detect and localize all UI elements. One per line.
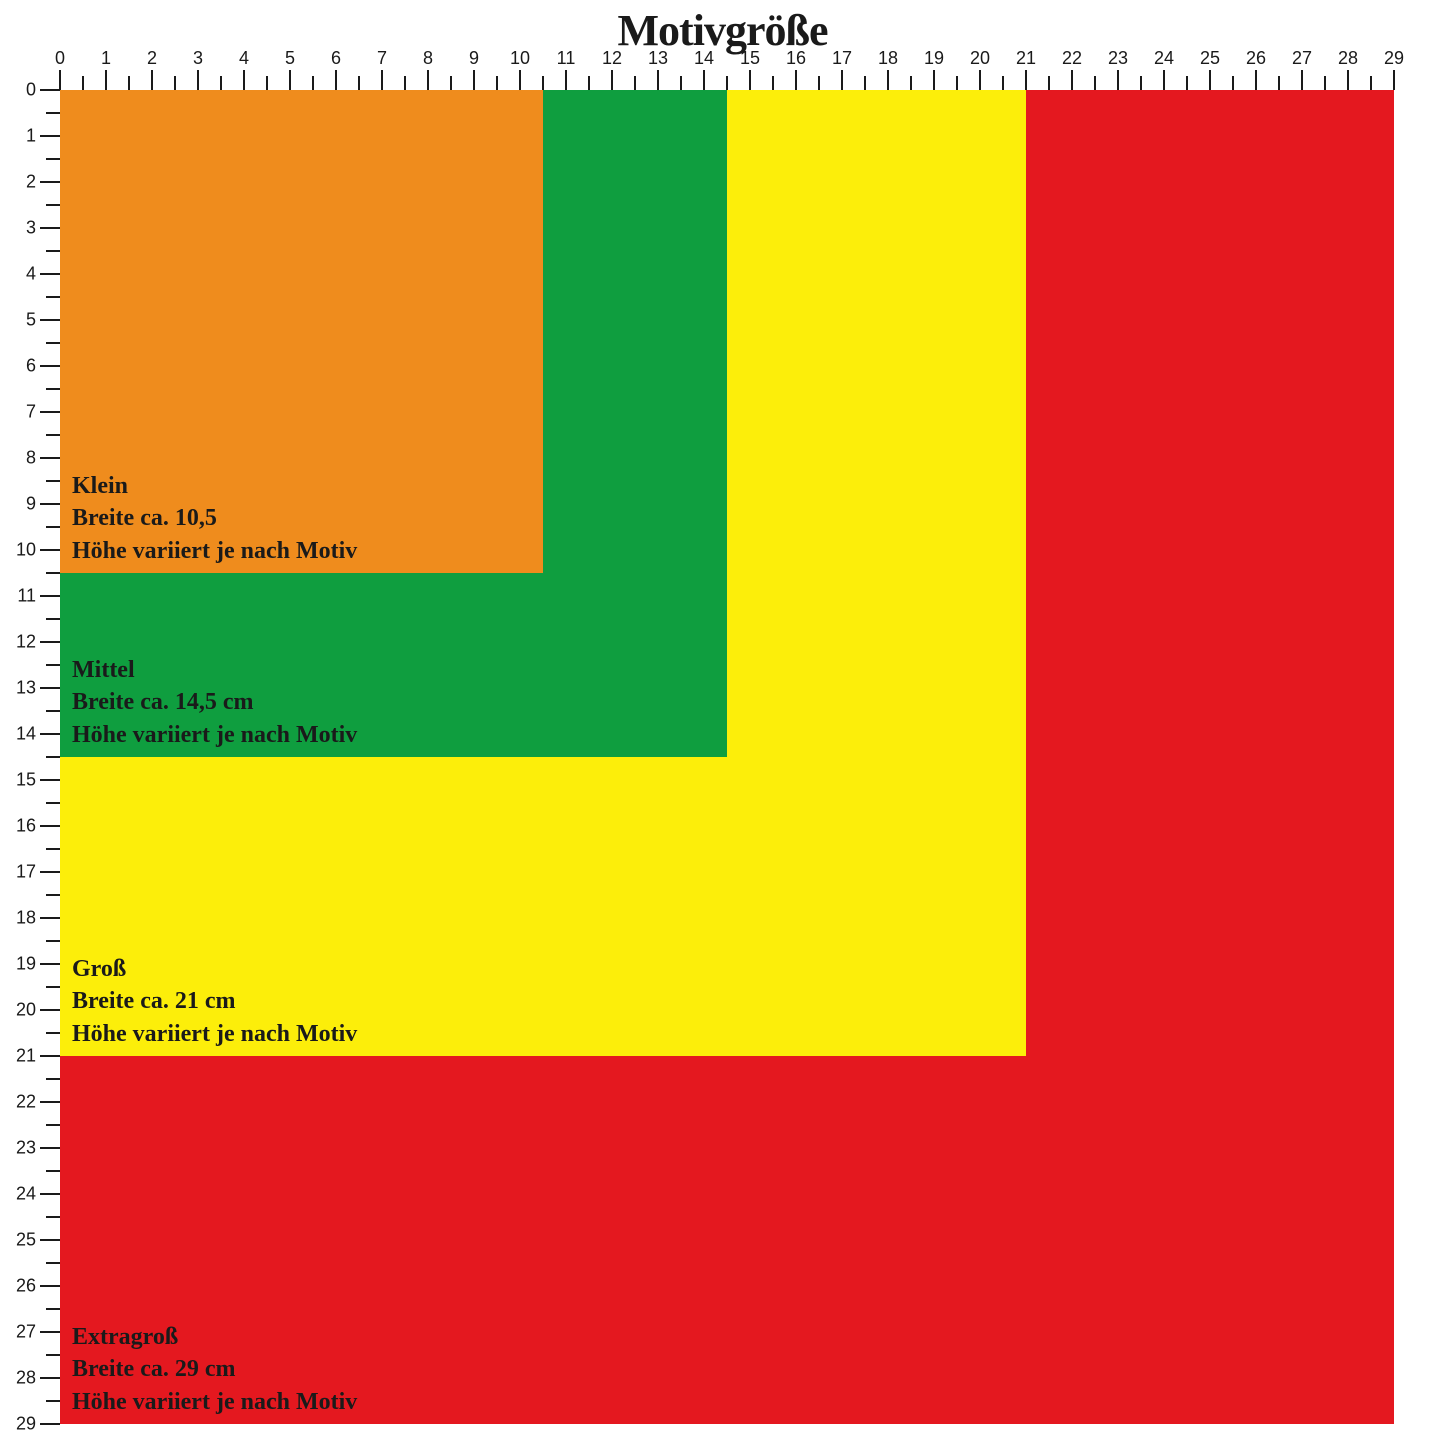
- page-title: Motivgröße: [0, 5, 1445, 56]
- size-label-gross: GroßBreite ca. 21 cmHöhe variiert je nac…: [72, 953, 357, 1050]
- size-label-mittel: MittelBreite ca. 14,5 cmHöhe variiert je…: [72, 654, 357, 751]
- size-name: Extragroß: [72, 1321, 357, 1353]
- size-label-extragross: ExtragroßBreite ca. 29 cmHöhe variiert j…: [72, 1321, 357, 1418]
- size-name: Mittel: [72, 654, 357, 686]
- size-canvas: ExtragroßBreite ca. 29 cmHöhe variiert j…: [60, 90, 1394, 1424]
- size-width: Breite ca. 29 cm: [72, 1353, 357, 1385]
- size-width: Breite ca. 14,5 cm: [72, 686, 357, 718]
- size-width: Breite ca. 21 cm: [72, 985, 357, 1017]
- size-height: Höhe variiert je nach Motiv: [72, 1018, 357, 1050]
- size-name: Groß: [72, 953, 357, 985]
- size-width: Breite ca. 10,5: [72, 502, 357, 534]
- size-height: Höhe variiert je nach Motiv: [72, 535, 357, 567]
- size-height: Höhe variiert je nach Motiv: [72, 719, 357, 751]
- size-name: Klein: [72, 470, 357, 502]
- size-label-klein: KleinBreite ca. 10,5Höhe variiert je nac…: [72, 470, 357, 567]
- size-height: Höhe variiert je nach Motiv: [72, 1386, 357, 1418]
- size-box-klein: KleinBreite ca. 10,5Höhe variiert je nac…: [60, 90, 543, 573]
